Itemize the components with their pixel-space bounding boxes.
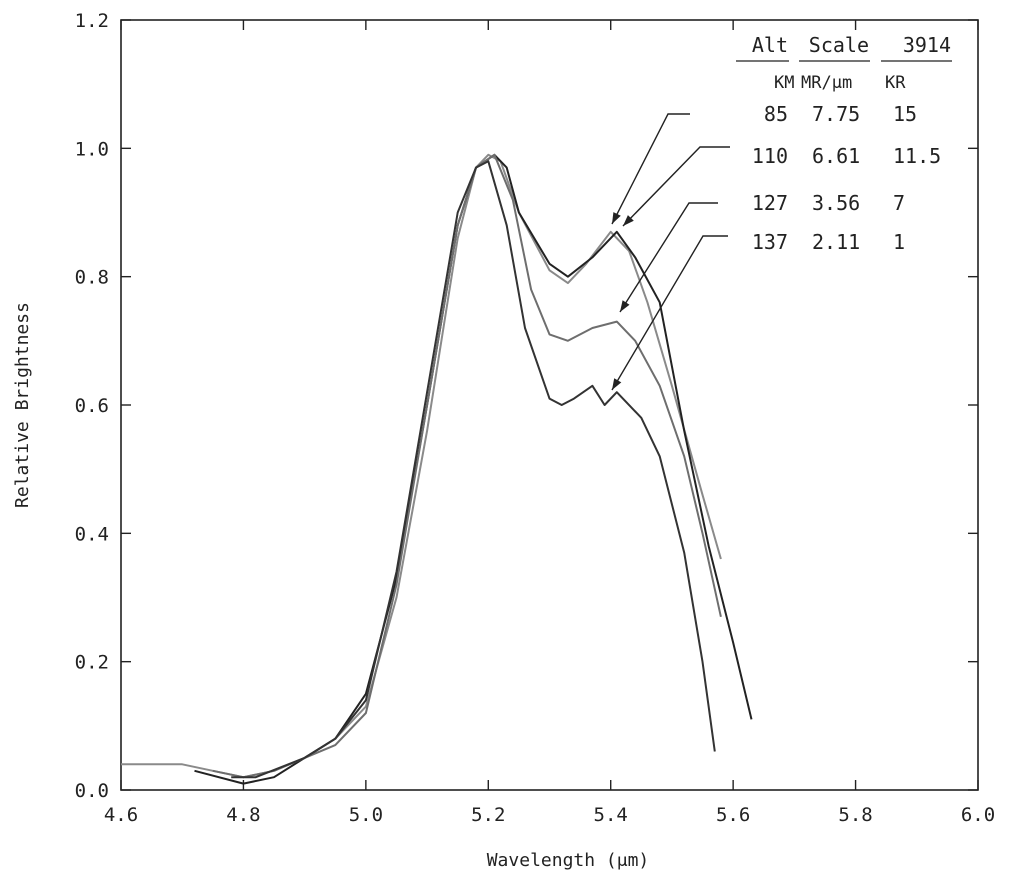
y-tick-label: 1.2 (75, 10, 109, 32)
x-tick-label: 5.2 (471, 804, 505, 826)
arrowhead (612, 212, 621, 224)
legend-cell: 85 (764, 102, 788, 126)
series-line-1 (121, 153, 722, 779)
leader-line (611, 113, 690, 225)
arrowhead (620, 300, 630, 312)
legend-arrows (611, 113, 730, 391)
x-tick-label: 5.8 (838, 804, 872, 826)
legend-cell: 7 (893, 191, 905, 215)
legend-header: Alt (752, 33, 788, 57)
series-line-4 (231, 160, 716, 779)
legend-unit: MR/μm (801, 73, 852, 93)
legend-cell: 110 (752, 144, 788, 168)
y-tick-label: 0.8 (75, 267, 109, 289)
series-line-3 (212, 153, 722, 779)
legend-cell: 1 (893, 230, 905, 254)
y-axis-title: Relative Brightness (12, 302, 33, 508)
y-tick-label: 0.2 (75, 652, 109, 674)
x-tick-label: 4.6 (104, 804, 138, 826)
leader-line (611, 235, 728, 391)
legend-cell: 11.5 (893, 144, 941, 168)
leader-line (619, 202, 718, 313)
legend-header: Scale (809, 33, 869, 57)
legend-cell: 127 (752, 191, 788, 215)
legend-cell: 3.56 (812, 191, 860, 215)
leader-line (622, 146, 730, 227)
x-tick-label: 5.4 (594, 804, 628, 826)
x-tick-label: 6.0 (961, 804, 995, 826)
legend-cell: 7.75 (812, 102, 860, 126)
legend-unit: KR (885, 73, 906, 93)
series-line-2 (194, 153, 753, 785)
y-tick-label: 1.0 (75, 138, 109, 160)
legend-cell: 137 (752, 230, 788, 254)
series-layer (121, 153, 753, 785)
legend-cell: 15 (893, 102, 917, 126)
x-tick-label: 5.6 (716, 804, 750, 826)
x-tick-label: 4.8 (226, 804, 260, 826)
y-tick-label: 0.6 (75, 395, 109, 417)
axis-ticks: 4.6 4.8 5.0 5.2 5.4 5.6 5.8 6.0 0.0 0.2 0.4 0.6 0.8 1… (75, 10, 995, 826)
x-tick-label: 5.0 (349, 804, 383, 826)
legend-header: 3914 (903, 33, 951, 57)
arrowhead (612, 378, 622, 390)
arrowhead (623, 215, 634, 226)
legend-cell: 6.61 (812, 144, 860, 168)
legend-cell: 2.11 (812, 230, 860, 254)
legend: Alt Scale 3914 KM MR/μm KR 85 7.75 15 110 6.61 11.5… (736, 33, 952, 254)
plot-frame (120, 19, 979, 791)
y-tick-label: 0.0 (75, 780, 109, 802)
x-axis-title: Wavelength (μm) (487, 850, 650, 871)
y-tick-label: 0.4 (75, 523, 109, 545)
legend-unit: KM (774, 73, 794, 93)
